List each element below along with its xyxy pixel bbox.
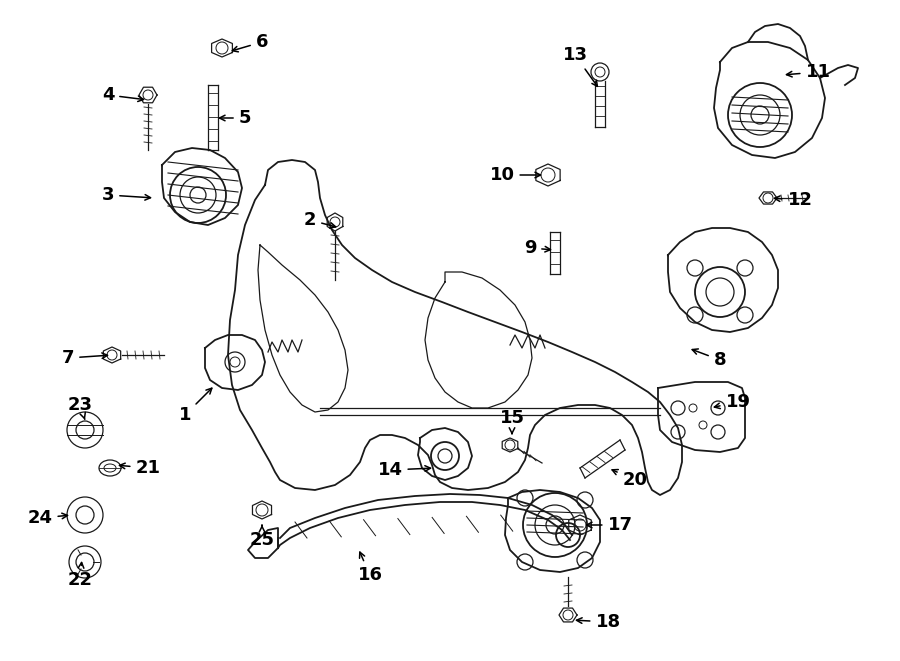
Text: 22: 22 xyxy=(68,563,93,589)
Text: 1: 1 xyxy=(179,388,212,424)
Text: 15: 15 xyxy=(500,409,525,434)
Text: 16: 16 xyxy=(357,552,382,584)
Text: 19: 19 xyxy=(715,393,751,411)
Text: 13: 13 xyxy=(562,46,598,87)
Text: 14: 14 xyxy=(377,461,430,479)
Text: 21: 21 xyxy=(120,459,160,477)
Text: 6: 6 xyxy=(232,33,268,52)
Text: 23: 23 xyxy=(68,396,93,420)
Text: 3: 3 xyxy=(102,186,150,204)
Text: 10: 10 xyxy=(490,166,541,184)
Text: 11: 11 xyxy=(787,63,831,81)
Text: 9: 9 xyxy=(524,239,551,257)
Text: 17: 17 xyxy=(587,516,633,534)
Text: 12: 12 xyxy=(775,191,813,209)
Text: 2: 2 xyxy=(304,211,336,229)
Text: 20: 20 xyxy=(612,469,647,489)
Text: 5: 5 xyxy=(220,109,251,127)
Text: 4: 4 xyxy=(102,86,143,104)
Text: 18: 18 xyxy=(577,613,621,631)
Text: 25: 25 xyxy=(249,525,274,549)
Text: 7: 7 xyxy=(62,349,107,367)
Text: 8: 8 xyxy=(692,349,726,369)
Text: 24: 24 xyxy=(28,509,68,527)
